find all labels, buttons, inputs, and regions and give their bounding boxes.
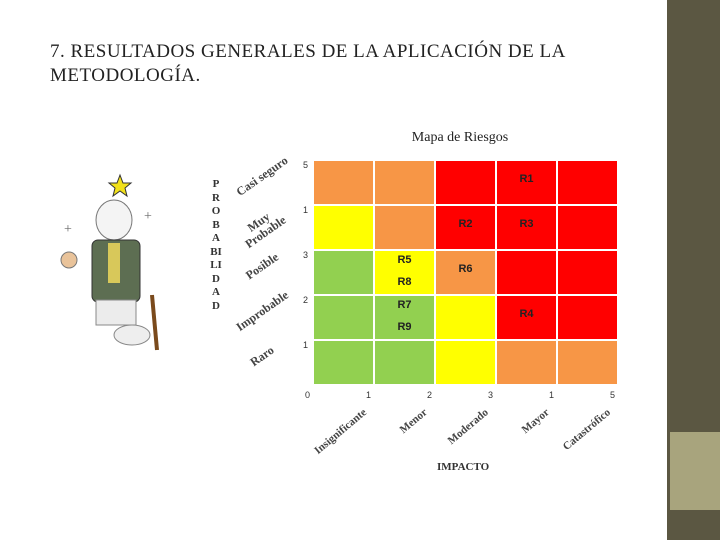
matrix-cell (557, 205, 618, 250)
y-number: 1 (303, 340, 309, 350)
x-number: 1 (366, 390, 372, 400)
matrix-cell (557, 340, 618, 385)
x-number: 1 (549, 390, 555, 400)
risk-label: R3 (519, 218, 534, 230)
slide-title: 7. RESULTADOS GENERALES DE LA APLICACIÓN… (50, 41, 565, 86)
cartoon-figure: + + (60, 173, 159, 351)
row-label: Casi seguro (233, 153, 291, 199)
matrix-cell: R6 (435, 250, 496, 295)
matrix-cell: R7 R9 (374, 295, 435, 340)
x-number: 3 (488, 390, 494, 400)
risk-label: R9 (397, 321, 412, 333)
matrix-cell: R4 (496, 295, 557, 340)
risk-label: R5 (397, 254, 412, 266)
row-label: Improbable (233, 287, 291, 334)
matrix-cell (557, 250, 618, 295)
x-number: 0 (305, 390, 311, 400)
x-number: 2 (427, 390, 433, 400)
risk-label: R4 (519, 308, 534, 320)
x-axis-label: IMPACTO (437, 461, 490, 473)
risk-label: R1 (519, 173, 534, 185)
matrix-cell (313, 160, 374, 205)
matrix-cell: R2 (435, 205, 496, 250)
matrix-cell (557, 160, 618, 205)
svg-text:+: + (144, 209, 152, 224)
y-number: 3 (303, 250, 309, 260)
matrix-cell (435, 295, 496, 340)
matrix-cell (313, 340, 374, 385)
matrix-cell (374, 160, 435, 205)
risk-label: R8 (397, 276, 412, 288)
matrix-cell (374, 340, 435, 385)
risk-label: R7 (397, 299, 412, 311)
matrix-cell: R3 (496, 205, 557, 250)
matrix-cell: R5 R8 (374, 250, 435, 295)
matrix-cell (435, 340, 496, 385)
matrix-cell (496, 340, 557, 385)
y-number: 2 (303, 295, 309, 305)
matrix-cell (374, 205, 435, 250)
matrix-cell: R1 (496, 160, 557, 205)
matrix-cell (313, 250, 374, 295)
y-number: 1 (303, 205, 309, 215)
risk-label: R2 (458, 218, 473, 230)
matrix-title: Mapa de Riesgos (411, 130, 509, 145)
y-axis-label: PROBABILIDAD (210, 178, 222, 312)
matrix-cell (496, 250, 557, 295)
matrix-cell (435, 160, 496, 205)
risk-label: R6 (458, 263, 473, 275)
y-number: 5 (303, 160, 309, 170)
x-number: 5 (610, 390, 616, 400)
matrix-cell (313, 205, 374, 250)
matrix-cell (313, 295, 374, 340)
risk-matrix: R1 R2 R3 R5 R8 R6 R7 R9 R4 (313, 160, 618, 385)
side-accent (670, 432, 720, 510)
row-label: Raro (247, 342, 277, 370)
svg-text:+: + (64, 222, 72, 237)
matrix-cell (557, 295, 618, 340)
